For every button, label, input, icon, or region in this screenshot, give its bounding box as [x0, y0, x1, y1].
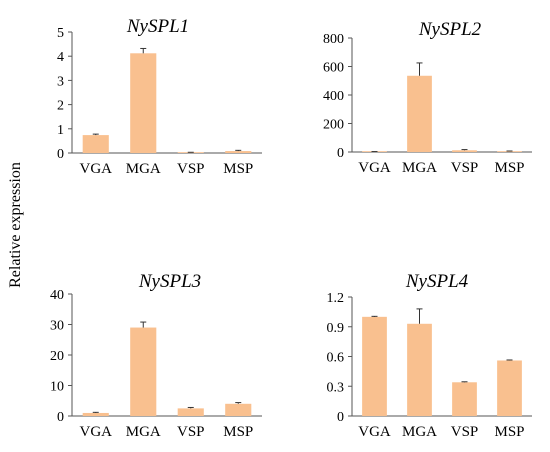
x-category-label: MGA — [402, 160, 437, 176]
y-tick-label: 0 — [337, 410, 344, 425]
y-tick-label: 30 — [50, 319, 64, 334]
bar-msp — [497, 360, 522, 416]
x-category-label: VGA — [358, 424, 391, 440]
x-category-label: MSP — [494, 160, 524, 176]
panel-nyspl3: NySPL3 0 10 20 30 40 VGA MGA VSP MSP — [50, 271, 262, 440]
x-category-label: MGA — [126, 161, 161, 177]
y-tick-label: 600 — [323, 61, 344, 76]
y-tick-label: 800 — [323, 32, 344, 47]
y-tick-label: 200 — [323, 118, 344, 133]
y-tick-label: 0.3 — [327, 380, 345, 395]
x-category-label: VGA — [80, 161, 113, 177]
y-tick-label: 0 — [57, 147, 64, 162]
bar-vsp — [452, 382, 477, 416]
x-category-label: MGA — [402, 424, 437, 440]
y-tick-label: 400 — [323, 89, 344, 104]
bar-vga — [82, 412, 109, 416]
y-tick-label: 1 — [57, 123, 64, 138]
y-tick-label: 20 — [50, 349, 64, 364]
y-tick-label: 2 — [57, 99, 64, 114]
y-tick-label: 0.6 — [327, 351, 345, 366]
y-axis-label: Relative expression — [7, 162, 24, 288]
bar-msp — [225, 151, 252, 153]
bar-vga — [362, 316, 387, 416]
y-tick-label: 40 — [50, 288, 64, 303]
x-category-label: MSP — [223, 424, 253, 440]
panel-title: NySPL3 — [138, 271, 201, 292]
panel-title: NySPL1 — [126, 16, 189, 37]
bar-mga — [407, 75, 432, 152]
panel-nyspl1: NySPL1 0 1 2 3 4 5 VGA MGA VSP MSP — [57, 16, 262, 177]
bar-mga — [130, 53, 157, 153]
panel-title: NySPL2 — [418, 19, 482, 40]
x-category-label: MSP — [494, 424, 524, 440]
bar-vsp — [452, 150, 477, 152]
y-tick-label: 10 — [50, 380, 64, 395]
y-tick-label: 3 — [57, 74, 64, 89]
bar-vsp — [177, 408, 204, 416]
bar-vga — [82, 135, 109, 153]
panel-nyspl4: NySPL4 0 0.3 0.6 0.9 1.2 VGA MGA VSP MSP — [327, 271, 532, 440]
x-category-label: MSP — [223, 161, 253, 177]
bar-msp — [497, 151, 522, 152]
y-tick-label: 0.9 — [327, 321, 345, 336]
y-tick-label: 1.2 — [327, 291, 345, 306]
x-category-label: VSP — [451, 424, 479, 440]
y-tick-label: 0 — [57, 410, 64, 425]
x-category-label: VGA — [80, 424, 113, 440]
bar-mga — [407, 323, 432, 416]
y-tick-label: 4 — [57, 50, 64, 65]
x-category-label: MGA — [126, 424, 161, 440]
panel-nyspl2: NySPL2 0 200 400 600 800 VGA MGA VSP MSP — [323, 19, 532, 176]
x-category-label: VSP — [177, 161, 205, 177]
bar-msp — [225, 403, 252, 416]
x-category-label: VSP — [177, 424, 205, 440]
x-category-label: VSP — [451, 160, 479, 176]
panel-title: NySPL4 — [405, 271, 469, 292]
bar-mga — [130, 327, 157, 416]
y-tick-label: 0 — [337, 146, 344, 161]
y-tick-label: 5 — [57, 26, 64, 41]
x-category-label: VGA — [358, 160, 391, 176]
